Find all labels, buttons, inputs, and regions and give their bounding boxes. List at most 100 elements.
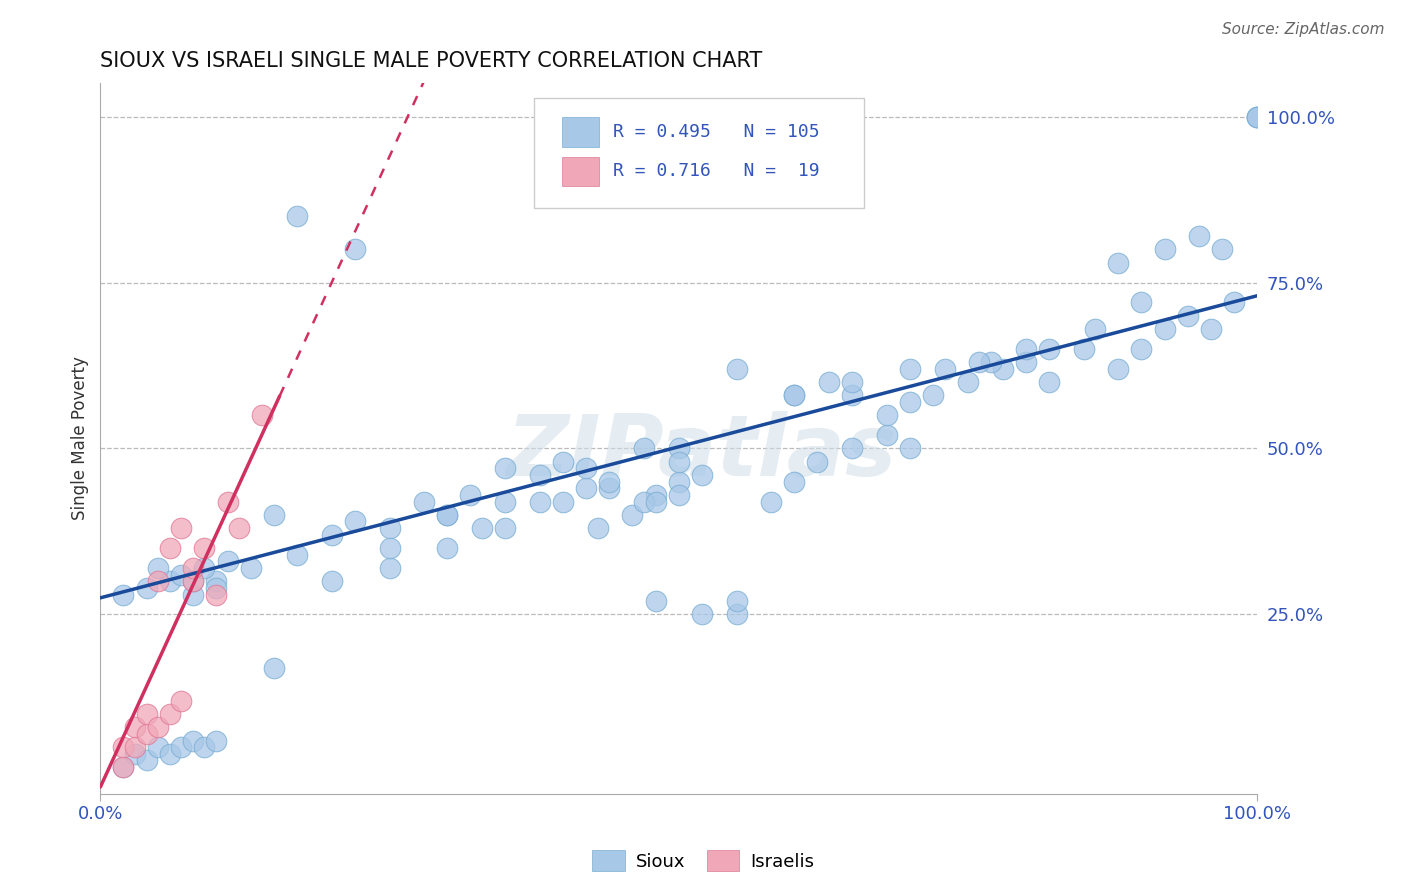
Point: [1177, 309, 1199, 323]
Point: [285, 209, 308, 223]
Point: [668, 455, 690, 469]
Point: [783, 388, 806, 402]
Point: [181, 561, 204, 575]
Point: [551, 455, 574, 469]
Point: [193, 541, 215, 555]
Point: [725, 361, 748, 376]
Point: [181, 574, 204, 589]
Bar: [562, 118, 599, 147]
Point: [690, 607, 713, 622]
Point: [644, 594, 666, 608]
Point: [159, 747, 181, 761]
Point: [205, 574, 228, 589]
Point: [112, 740, 135, 755]
Point: [471, 521, 494, 535]
Point: [1246, 110, 1268, 124]
Point: [633, 494, 655, 508]
Point: [148, 720, 170, 734]
Point: [586, 521, 609, 535]
Point: [1246, 110, 1268, 124]
Point: [343, 515, 366, 529]
Point: [980, 355, 1002, 369]
Point: [1188, 229, 1211, 244]
Point: [575, 481, 598, 495]
Point: [252, 409, 274, 423]
Point: [148, 574, 170, 589]
Point: [217, 554, 239, 568]
Point: [378, 541, 401, 555]
Point: [321, 574, 343, 589]
Y-axis label: Single Male Poverty: Single Male Poverty: [72, 357, 89, 520]
Point: [135, 754, 157, 768]
Point: [135, 706, 157, 721]
Point: [876, 409, 898, 423]
Point: [956, 375, 979, 389]
Point: [644, 494, 666, 508]
Point: [783, 388, 806, 402]
Point: [621, 508, 644, 522]
Point: [436, 541, 458, 555]
Point: [991, 361, 1014, 376]
Point: [1084, 322, 1107, 336]
Point: [575, 461, 598, 475]
Point: [1199, 322, 1222, 336]
Text: Source: ZipAtlas.com: Source: ZipAtlas.com: [1222, 22, 1385, 37]
Point: [148, 740, 170, 755]
Point: [378, 521, 401, 535]
Point: [1211, 242, 1233, 256]
Point: [193, 740, 215, 755]
Point: [285, 548, 308, 562]
Point: [148, 561, 170, 575]
Point: [413, 494, 436, 508]
Point: [263, 660, 285, 674]
Legend: Sioux, Israelis: Sioux, Israelis: [585, 843, 821, 879]
Text: ZIPatlas: ZIPatlas: [506, 411, 897, 494]
Point: [170, 694, 193, 708]
Point: [1130, 295, 1153, 310]
Point: [969, 355, 991, 369]
Point: [633, 442, 655, 456]
Point: [436, 508, 458, 522]
Point: [205, 733, 228, 747]
Point: [112, 587, 135, 601]
Point: [159, 574, 181, 589]
Point: [841, 375, 863, 389]
Point: [668, 442, 690, 456]
Text: R = 0.495   N = 105: R = 0.495 N = 105: [613, 123, 820, 141]
Text: SIOUX VS ISRAELI SINGLE MALE POVERTY CORRELATION CHART: SIOUX VS ISRAELI SINGLE MALE POVERTY COR…: [100, 51, 762, 70]
Point: [159, 706, 181, 721]
Point: [112, 760, 135, 774]
Point: [1038, 375, 1060, 389]
Point: [898, 442, 921, 456]
Point: [217, 494, 239, 508]
Point: [598, 481, 620, 495]
Point: [170, 521, 193, 535]
Point: [841, 388, 863, 402]
Point: [205, 587, 228, 601]
Point: [761, 494, 783, 508]
Point: [1153, 242, 1175, 256]
Point: [228, 521, 250, 535]
Point: [644, 488, 666, 502]
Point: [1015, 355, 1038, 369]
Point: [1130, 342, 1153, 356]
Point: [170, 567, 193, 582]
Point: [1153, 322, 1175, 336]
Point: [922, 388, 945, 402]
Point: [841, 442, 863, 456]
Point: [181, 733, 204, 747]
Point: [806, 455, 828, 469]
Point: [725, 607, 748, 622]
Point: [668, 475, 690, 489]
Point: [378, 561, 401, 575]
Point: [1107, 255, 1129, 269]
Point: [205, 581, 228, 595]
Point: [668, 488, 690, 502]
Point: [135, 581, 157, 595]
Point: [112, 760, 135, 774]
FancyBboxPatch shape: [534, 97, 863, 208]
Point: [818, 375, 841, 389]
Point: [124, 740, 146, 755]
Point: [494, 521, 516, 535]
Point: [460, 488, 482, 502]
